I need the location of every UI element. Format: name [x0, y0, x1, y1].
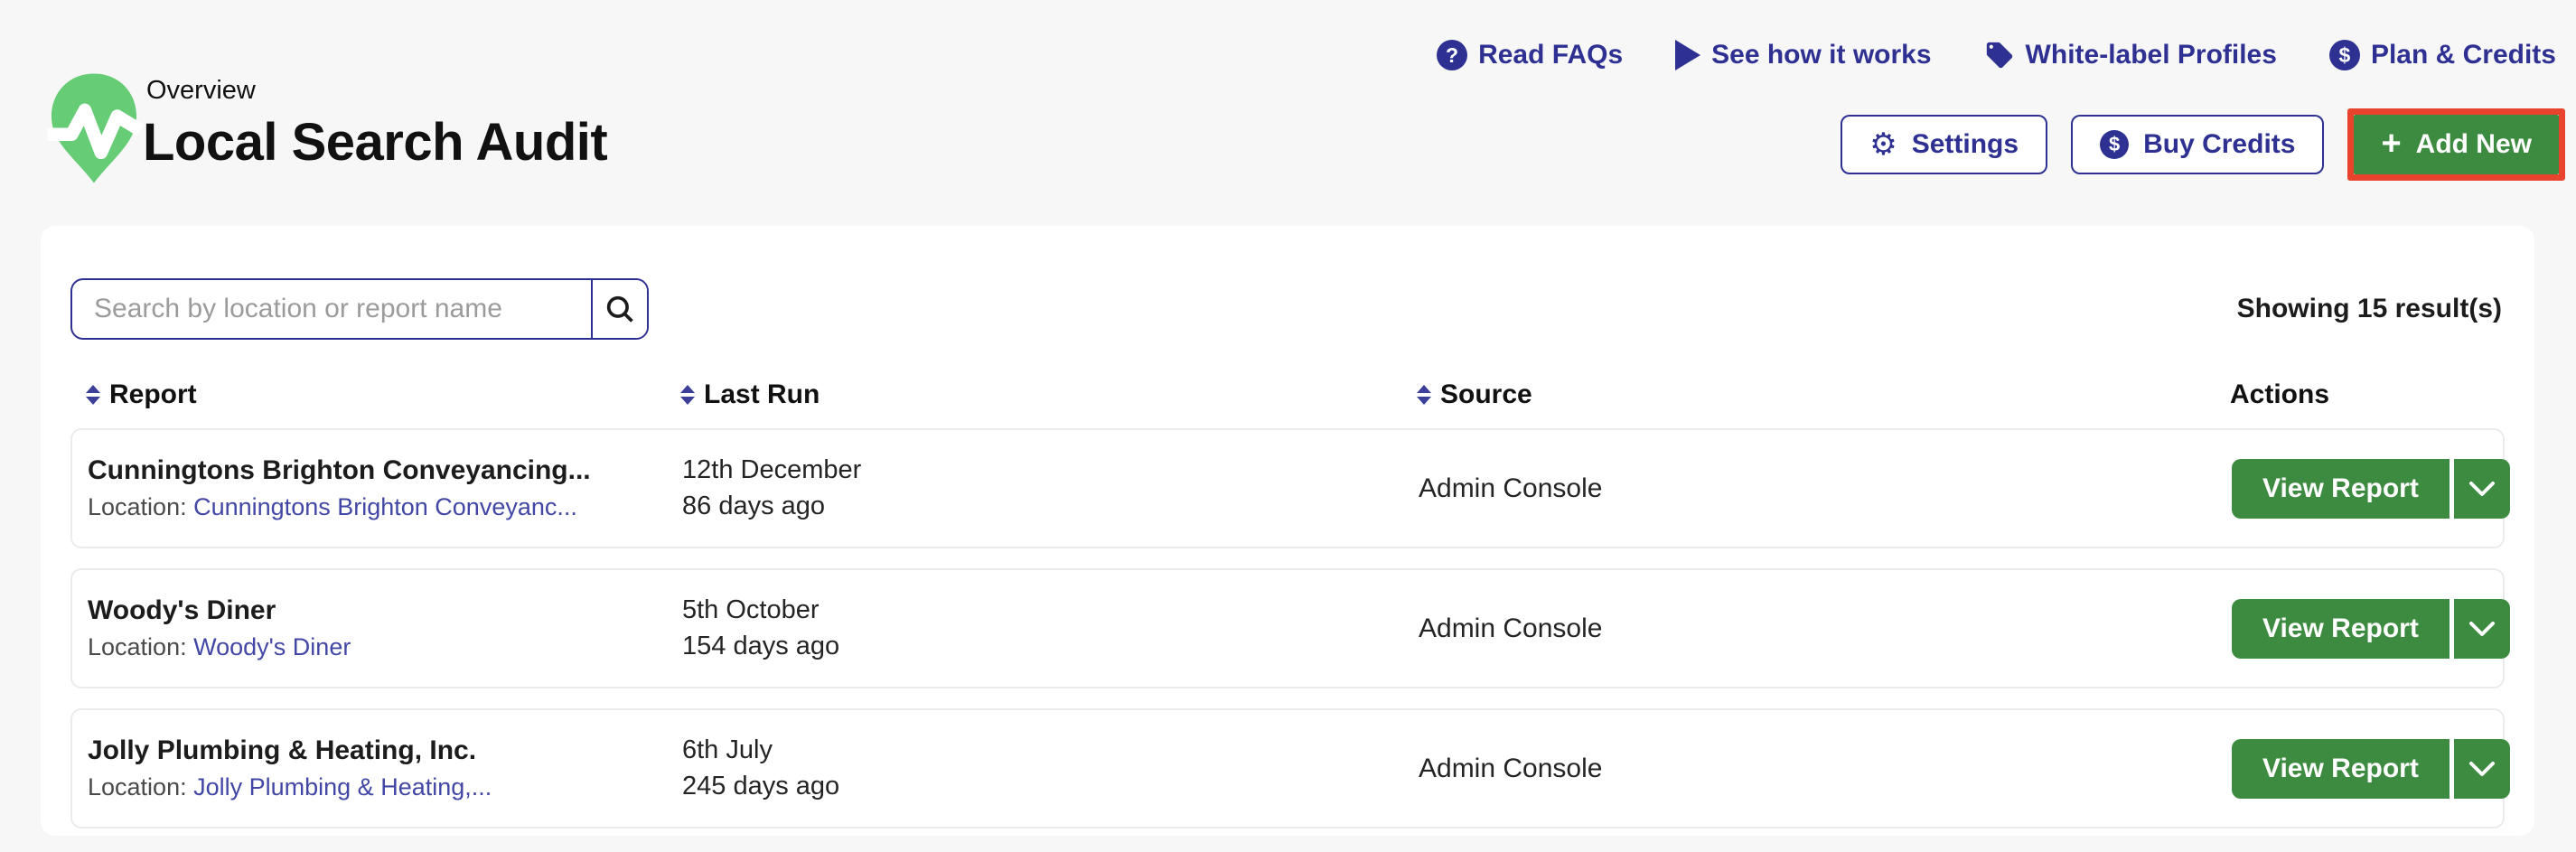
column-header-label: Last Run — [704, 379, 820, 409]
location-prefix: Location: — [88, 633, 187, 660]
table-row: Jolly Plumbing & Heating, Inc. Location:… — [70, 708, 2510, 829]
plus-icon: + — [2381, 124, 2402, 163]
report-cell: Woody's Diner Location: Woody's Diner — [88, 595, 682, 661]
gear-icon: ⚙ — [1869, 126, 1897, 163]
search-input[interactable] — [72, 280, 591, 338]
actions-cell: View Report — [2232, 738, 2533, 799]
results-count: Showing 15 result(s) — [2236, 294, 2502, 323]
add-new-button[interactable]: + Add New — [2354, 115, 2559, 174]
table-row: Cunningtons Brighton Conveyancing... Loc… — [70, 428, 2510, 548]
column-header-label: Source — [1440, 379, 1532, 409]
nav-link-white-label-profiles[interactable]: White-label Profiles — [1984, 40, 2277, 70]
last-run-cell: 12th December 86 days ago — [682, 453, 1419, 523]
header-actions: ⚙ Settings $ Buy Credits + Add New — [1841, 108, 2565, 181]
chevron-down-icon — [2468, 481, 2495, 496]
report-name: Cunningtons Brighton Conveyancing... — [88, 455, 591, 485]
report-name: Woody's Diner — [88, 595, 276, 625]
search-button[interactable] — [591, 280, 647, 338]
last-run-ago: 245 days ago — [682, 771, 840, 801]
search-row: Showing 15 result(s) — [41, 226, 2534, 340]
question-circle-icon: ? — [1437, 40, 1468, 70]
sort-icon — [86, 385, 100, 405]
page-title: Local Search Audit — [143, 113, 608, 172]
table-header-row: Report Last Run Source Actions — [41, 340, 2534, 428]
settings-button[interactable]: ⚙ Settings — [1841, 115, 2048, 174]
last-run-date: 6th July — [682, 735, 773, 765]
location-line: Location: Cunningtons Brighton Conveyanc… — [88, 493, 682, 521]
nav-link-label: Read FAQs — [1478, 40, 1624, 70]
report-rows: Cunningtons Brighton Conveyancing... Loc… — [41, 428, 2534, 829]
location-line: Location: Woody's Diner — [88, 633, 682, 661]
last-run-cell: 5th October 154 days ago — [682, 593, 1419, 663]
nav-link-read-faqs[interactable]: ? Read FAQs — [1437, 40, 1623, 70]
view-report-button[interactable]: View Report — [2232, 738, 2450, 799]
column-header-label: Report — [109, 379, 197, 409]
column-header-source[interactable]: Source — [1417, 379, 2230, 410]
last-run-cell: 6th July 245 days ago — [682, 733, 1419, 803]
column-header-label: Actions — [2230, 379, 2330, 409]
overview-label: Overview — [146, 76, 256, 105]
last-run-date: 5th October — [682, 595, 820, 625]
last-run-ago: 154 days ago — [682, 631, 840, 660]
source-cell: Admin Console — [1419, 473, 1603, 503]
search-bar — [70, 278, 649, 340]
report-cell: Cunningtons Brighton Conveyancing... Loc… — [88, 455, 682, 521]
sort-icon — [680, 385, 695, 405]
dollar-circle-icon: $ — [2100, 130, 2130, 159]
last-run-date: 12th December — [682, 455, 862, 485]
reports-card: Showing 15 result(s) Report Last Run Sou… — [41, 226, 2534, 836]
actions-cell: View Report — [2232, 458, 2533, 519]
view-report-button[interactable]: View Report — [2232, 458, 2450, 519]
source-cell: Admin Console — [1419, 753, 1603, 783]
report-cell: Jolly Plumbing & Heating, Inc. Location:… — [88, 735, 682, 801]
location-link[interactable]: Woody's Diner — [193, 633, 351, 660]
report-actions-dropdown-toggle[interactable] — [2453, 598, 2510, 659]
location-link[interactable]: Cunningtons Brighton Conveyanc... — [193, 493, 577, 520]
column-header-report[interactable]: Report — [86, 379, 680, 410]
actions-cell: View Report — [2232, 598, 2533, 659]
settings-button-label: Settings — [1911, 129, 2019, 159]
app-logo-pin-icon — [43, 70, 145, 186]
nav-link-label: Plan & Credits — [2370, 40, 2556, 70]
magnifier-icon — [606, 295, 633, 323]
nav-link-plan-credits[interactable]: $ Plan & Credits — [2328, 40, 2556, 70]
report-actions-dropdown-toggle[interactable] — [2453, 458, 2510, 519]
add-new-button-label: Add New — [2415, 129, 2532, 159]
column-header-last-run[interactable]: Last Run — [680, 379, 1417, 410]
top-nav: ? Read FAQs See how it works White-label… — [1437, 40, 2556, 70]
buy-credits-button-label: Buy Credits — [2143, 129, 2296, 159]
chevron-down-icon — [2468, 621, 2495, 636]
source-cell: Admin Console — [1419, 613, 1603, 643]
nav-link-see-how-it-works[interactable]: See how it works — [1675, 40, 1932, 70]
location-prefix: Location: — [88, 493, 187, 520]
location-prefix: Location: — [88, 773, 187, 801]
play-icon — [1675, 40, 1701, 70]
chevron-down-icon — [2468, 761, 2495, 776]
location-link[interactable]: Jolly Plumbing & Heating,... — [193, 773, 492, 801]
nav-link-label: White-label Profiles — [2025, 40, 2277, 70]
report-actions-dropdown-toggle[interactable] — [2453, 738, 2510, 799]
dollar-circle-icon: $ — [2328, 40, 2360, 70]
tag-icon — [1984, 40, 2015, 70]
add-new-highlight-box: + Add New — [2347, 108, 2565, 181]
location-line: Location: Jolly Plumbing & Heating,... — [88, 773, 682, 801]
table-row: Woody's Diner Location: Woody's Diner 5t… — [70, 568, 2510, 688]
view-report-button[interactable]: View Report — [2232, 598, 2450, 659]
last-run-ago: 86 days ago — [682, 491, 826, 520]
report-name: Jolly Plumbing & Heating, Inc. — [88, 735, 477, 765]
buy-credits-button[interactable]: $ Buy Credits — [2071, 115, 2325, 174]
sort-icon — [1417, 385, 1431, 405]
nav-link-label: See how it works — [1711, 40, 1932, 70]
column-header-actions: Actions — [2230, 379, 2512, 410]
